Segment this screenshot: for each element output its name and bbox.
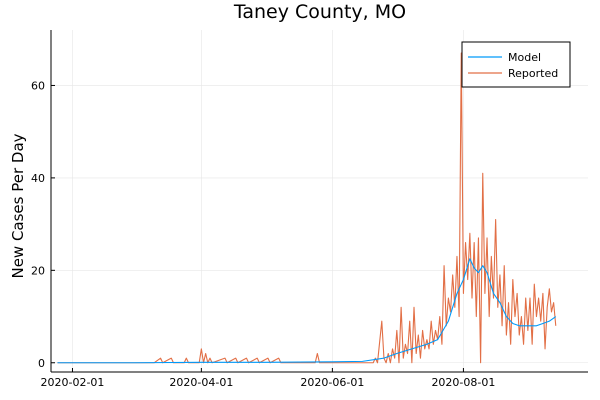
- legend-reported-label: Reported: [508, 67, 558, 80]
- y-tick-label: 20: [31, 264, 45, 277]
- x-tick-label: 2020-08-01: [431, 376, 495, 389]
- x-tick-label: 2020-04-01: [169, 376, 233, 389]
- axes: [50, 30, 588, 373]
- series-layer: [57, 52, 557, 364]
- chart-title: Taney County, MO: [233, 1, 406, 23]
- legend-model-label: Model: [508, 51, 541, 64]
- legend-box: [461, 41, 571, 88]
- y-tick-label: 60: [31, 79, 45, 92]
- y-tick-label: 0: [38, 357, 45, 370]
- tick-labels: 2020-02-01 2020-04-01 2020-06-01 2020-08-01…: [31, 79, 495, 389]
- y-axis-title: New Cases Per Day: [9, 133, 27, 278]
- x-tick-label: 2020-06-01: [300, 376, 364, 389]
- legend: Model Reported: [461, 41, 571, 88]
- series-line-reported: [57, 52, 557, 364]
- y-tick-label: 40: [31, 172, 45, 185]
- series-line-model: [57, 258, 557, 364]
- x-tick-label: 2020-02-01: [41, 376, 105, 389]
